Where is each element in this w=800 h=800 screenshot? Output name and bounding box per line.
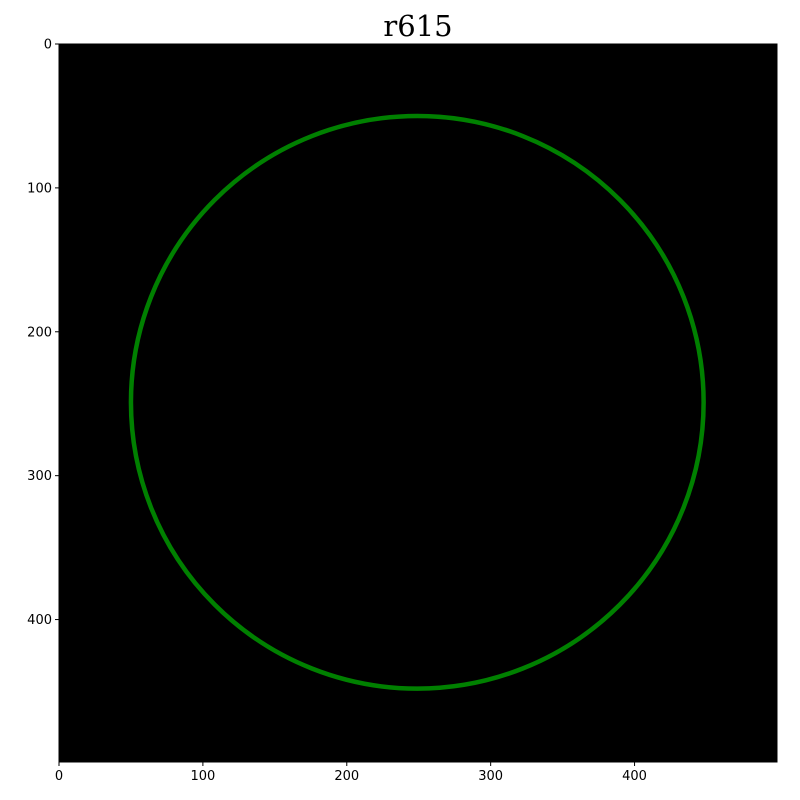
plot-frame (58, 43, 778, 763)
x-tick-label: 0 (55, 769, 63, 784)
x-axis-ticks: 0 100 200 300 400 (55, 762, 647, 784)
plot-area (59, 44, 777, 762)
x-tick-label: 400 (622, 769, 647, 784)
chart-title: r615 (383, 9, 452, 43)
y-tick-label: 400 (27, 613, 52, 628)
x-tick-label: 300 (478, 769, 503, 784)
y-axis-ticks: 0 100 200 300 400 (27, 38, 59, 628)
y-tick-label: 100 (27, 181, 52, 196)
green-ring (128, 113, 706, 691)
y-tick-label: 0 (44, 38, 52, 53)
y-tick-label: 300 (27, 469, 52, 484)
x-tick-label: 100 (190, 769, 215, 784)
y-tick-label: 200 (27, 325, 52, 340)
x-tick-label: 200 (334, 769, 359, 784)
